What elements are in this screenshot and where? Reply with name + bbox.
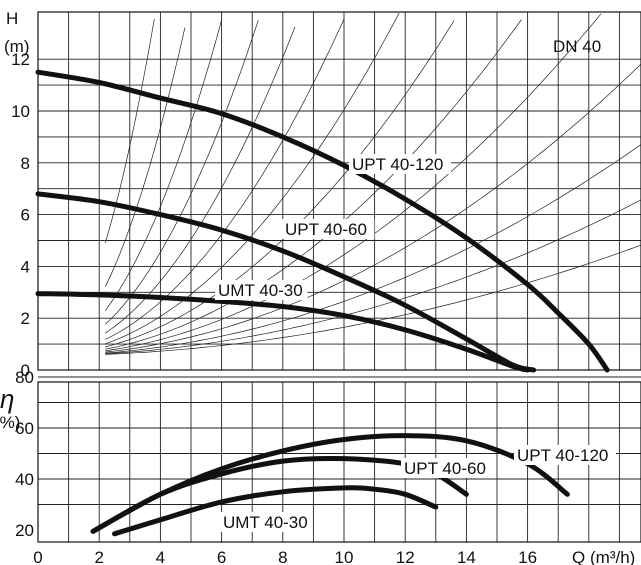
head-ytick-label: 12 — [11, 50, 30, 69]
head-label-upt-40-60: UPT 40-60 — [285, 220, 367, 239]
system-curve-8 — [105, 20, 455, 348]
system-curve-2 — [104, 27, 186, 287]
eff-ytick-label: 80 — [15, 368, 34, 387]
head-ytick-label: 2 — [21, 309, 30, 328]
eff-curve-umt-40-30 — [112, 485, 439, 537]
efficiency-axis-label: η — [0, 384, 14, 414]
system-curve-11 — [105, 63, 641, 353]
head-label-upt-40-120: UPT 40-120 — [352, 155, 443, 174]
eff-label-upt-40-60: UPT 40-60 — [404, 459, 486, 478]
xtick-label: 16 — [518, 548, 537, 565]
system-curve-7 — [105, 13, 400, 345]
head-ytick-label: 4 — [21, 257, 30, 276]
head-curve-upt-40-60 — [35, 191, 537, 373]
system-curve-12 — [105, 144, 641, 354]
efficiency-panel-frame — [37, 381, 641, 543]
head-curve-umt-40-30 — [35, 291, 531, 373]
head-curve-upt-40-120 — [35, 69, 610, 373]
head-axis-label: H — [6, 9, 18, 28]
head-label-umt-40-30: UMT 40-30 — [218, 281, 303, 300]
efficiency-axis-unit: (%) — [0, 413, 20, 432]
flow-axis-label: Q — [572, 548, 585, 565]
eff-ytick-label: 40 — [15, 470, 34, 489]
xtick-label: 10 — [335, 548, 354, 565]
eff-label-upt-40-120: UPT 40-120 — [517, 446, 608, 465]
head-ytick-label: 8 — [21, 154, 30, 173]
head-panel-frame — [37, 11, 641, 371]
xtick-label: 14 — [457, 548, 476, 565]
eff-label-bg — [514, 445, 616, 465]
head-ytick-label: 6 — [21, 206, 30, 225]
head-ytick-label: 0 — [21, 361, 30, 380]
xtick-label: 0 — [33, 548, 42, 565]
eff-label-umt-40-30: UMT 40-30 — [223, 513, 308, 532]
xtick-label: 12 — [396, 548, 415, 565]
head-axis-unit: (m) — [4, 37, 29, 56]
pump-curves-layer — [35, 69, 610, 537]
system-curve-13 — [105, 199, 641, 355]
system-curve-1 — [104, 19, 155, 243]
panel-title: DN 40 — [553, 37, 601, 56]
eff-ytick-label: 60 — [15, 419, 34, 438]
system-curve-4 — [105, 19, 259, 325]
flow-axis-unit: (m³/h) — [590, 548, 635, 565]
xtick-label: 4 — [156, 548, 165, 565]
system-curve-10 — [105, 13, 602, 352]
curve-labels-layer: UPT 40-120 UPT 40-60 UMT 40-30 UPT 40-120 UP… — [215, 154, 616, 532]
head-label-bg — [282, 219, 375, 239]
system-curve-9 — [105, 19, 522, 350]
head-ytick-label: 10 — [11, 102, 30, 121]
system-curve-fan — [104, 13, 641, 355]
eff-ytick-label: 20 — [15, 521, 34, 540]
xtick-label: 2 — [94, 548, 103, 565]
head-label-bg — [349, 154, 451, 174]
eff-label-bg — [220, 512, 313, 532]
xtick-label: 6 — [217, 548, 226, 565]
system-curve-3 — [105, 20, 222, 311]
xtick-label: 8 — [278, 548, 287, 565]
head-label-bg — [215, 280, 308, 300]
eff-label-bg — [401, 458, 494, 478]
